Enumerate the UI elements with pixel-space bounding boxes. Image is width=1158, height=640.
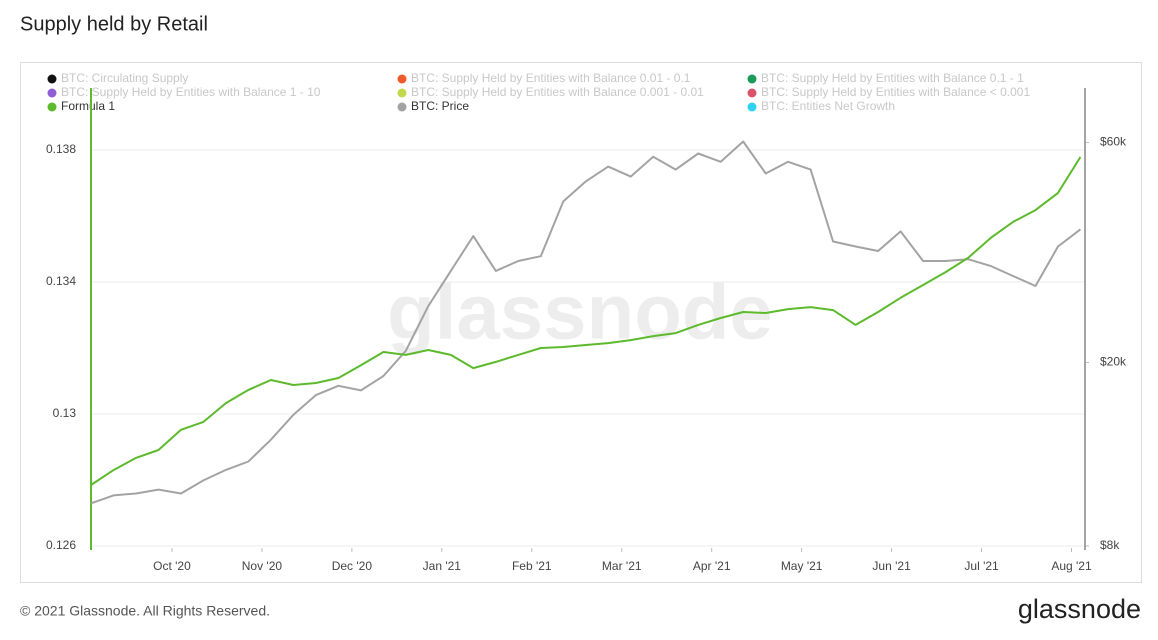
logo[interactable]: glassnode	[1018, 594, 1141, 624]
y2-tick-label: $8k	[1100, 538, 1120, 552]
legend-marker	[397, 102, 407, 112]
y2-tick-label: $20k	[1100, 355, 1127, 369]
x-tick-label: Nov '20	[242, 559, 283, 573]
legend-label[interactable]: BTC: Supply Held by Entities with Balanc…	[411, 71, 691, 85]
y-tick-label: 0.126	[46, 538, 76, 552]
x-tick-label: Jul '21	[964, 559, 999, 573]
legend-marker	[747, 88, 757, 98]
y-tick-label: 0.13	[53, 406, 77, 420]
x-tick-label: Aug '21	[1051, 559, 1092, 573]
legend-marker	[47, 88, 57, 98]
legend-marker	[47, 74, 57, 84]
legend-label[interactable]: BTC: Circulating Supply	[61, 71, 188, 85]
legend-marker	[747, 102, 757, 112]
legend-label[interactable]: BTC: Supply Held by Entities with Balanc…	[61, 85, 321, 99]
chart-frame	[20, 62, 1142, 583]
legend-label[interactable]: Formula 1	[61, 99, 115, 113]
legend-label[interactable]: BTC: Supply Held by Entities with Balanc…	[761, 71, 1024, 85]
legend-label[interactable]: BTC: Supply Held by Entities with Balanc…	[411, 85, 704, 99]
legend-marker	[47, 102, 57, 112]
x-tick-label: Dec '20	[332, 559, 373, 573]
series-line	[90, 156, 1082, 486]
x-tick-label: Oct '20	[153, 559, 191, 573]
y2-tick-label: $60k	[1100, 135, 1127, 149]
legend-marker	[397, 74, 407, 84]
y-tick-label: 0.138	[46, 142, 76, 156]
x-tick-label: Feb '21	[512, 559, 552, 573]
chart-title: Supply held by Retail	[20, 13, 208, 35]
x-tick-label: Jan '21	[423, 559, 462, 573]
legend-marker	[397, 88, 407, 98]
series-line	[90, 140, 1082, 505]
x-tick-label: Apr '21	[693, 559, 731, 573]
y-tick-label: 0.134	[46, 274, 76, 288]
x-tick-label: May '21	[781, 559, 823, 573]
legend-label[interactable]: BTC: Entities Net Growth	[761, 99, 895, 113]
footer: © 2021 Glassnode. All Rights Reserved.	[20, 603, 270, 619]
x-tick-label: Mar '21	[602, 559, 642, 573]
legend-label[interactable]: BTC: Supply Held by Entities with Balanc…	[761, 85, 1030, 99]
legend-label[interactable]: BTC: Price	[411, 99, 469, 113]
x-tick-label: Jun '21	[872, 559, 911, 573]
legend-marker	[747, 74, 757, 84]
